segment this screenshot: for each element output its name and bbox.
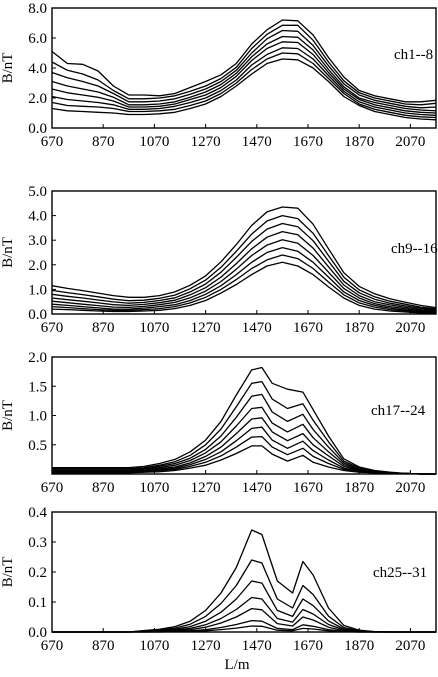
x-tick-label: 1470 xyxy=(242,480,272,496)
series-line-7 xyxy=(52,380,436,475)
x-tick-label: 1870 xyxy=(344,638,374,654)
y-tick-label: 0.2 xyxy=(28,565,47,581)
series-line-3 xyxy=(52,607,436,633)
x-tick-label: 870 xyxy=(92,134,115,150)
panel-label: ch9--16 xyxy=(391,241,438,257)
x-tick-label: 670 xyxy=(41,134,64,150)
x-tick-label: 1670 xyxy=(293,480,323,496)
x-tick-label: 2070 xyxy=(395,638,425,654)
panel-ch1-8: ch1--8 0.0 2.0 4.0 6.0 8.0 670 870 1070 1270 1470… xyxy=(0,1,437,150)
x-tick-label: 670 xyxy=(41,320,64,336)
x-tick-label: 1070 xyxy=(139,638,169,654)
y-tick-label: 0.0 xyxy=(28,307,47,323)
y-tick-label: 4.0 xyxy=(28,209,47,225)
x-tick-label: 870 xyxy=(92,480,115,496)
x-tick-label: 1870 xyxy=(344,134,374,150)
x-tick-label: 670 xyxy=(41,480,64,496)
y-tick-label: 3.0 xyxy=(28,233,47,249)
y-tick-label: 0.0 xyxy=(28,625,47,641)
panel-ch25-31: ch25--31 0.0 0.1 0.2 0.3 0.4 670 870 1070 1270 14… xyxy=(0,505,437,654)
series-line-1 xyxy=(51,58,437,121)
series-line-8 xyxy=(51,19,437,103)
panel-label: ch17--24 xyxy=(371,403,426,419)
x-tick-label: 1270 xyxy=(191,320,221,336)
y-tick-label: 0.0 xyxy=(28,121,47,137)
x-tick-label: 1670 xyxy=(293,638,323,654)
series-line-4 xyxy=(52,417,436,475)
x-tick-label: 1870 xyxy=(344,320,374,336)
x-tick-label: 1070 xyxy=(139,320,169,336)
panel-ch17-24: ch17--24 0.5 1.0 1.5 2.0 670 870 1070 1270 1470 1… xyxy=(0,350,437,496)
y-tick-label: 1.0 xyxy=(28,282,47,298)
x-tick-label: 670 xyxy=(41,638,64,654)
series-line-2 xyxy=(52,619,436,633)
series-line-2 xyxy=(51,52,437,119)
series-line-5 xyxy=(51,230,437,312)
series-line-1 xyxy=(51,261,437,314)
x-tick-label: 1470 xyxy=(242,320,272,336)
x-tick-label: 1270 xyxy=(191,638,221,654)
y-tick-label: 2.0 xyxy=(28,91,47,107)
x-tick-label: 2070 xyxy=(395,480,425,496)
x-tick-label: 1270 xyxy=(191,134,221,150)
y-tick-label: 4.0 xyxy=(28,61,47,77)
series-line-1 xyxy=(52,625,436,633)
y-tick-label: 0.5 xyxy=(28,438,47,454)
x-tick-label: 1670 xyxy=(293,320,323,336)
y-tick-label: 1.5 xyxy=(28,379,47,395)
series-line-3 xyxy=(51,246,437,313)
series-line-6 xyxy=(51,222,437,311)
plot-frame xyxy=(51,190,437,315)
x-tick-label: 2070 xyxy=(395,320,425,336)
x-tick-label: 1470 xyxy=(242,134,272,150)
y-tick-label: 0.1 xyxy=(28,595,47,611)
series-line-4 xyxy=(51,239,437,313)
y-tick-label: 5.0 xyxy=(28,184,47,200)
series-line-6 xyxy=(52,393,436,475)
y-tick-label: 8.0 xyxy=(28,1,47,17)
y-tick-label: 1.0 xyxy=(28,409,47,425)
x-tick-label: 2070 xyxy=(395,134,425,150)
x-tick-label: 1670 xyxy=(293,134,323,150)
panel-label: ch25--31 xyxy=(373,565,427,581)
series-line-4 xyxy=(51,41,437,114)
series-line-7 xyxy=(52,529,436,633)
x-tick-label: 1070 xyxy=(139,480,169,496)
x-tick-label: 1070 xyxy=(139,134,169,150)
series-line-7 xyxy=(51,24,437,106)
x-tick-label: 870 xyxy=(92,638,115,654)
y-axis-label: B/nT xyxy=(0,400,16,431)
panel-ch9-16: ch9--16 0.0 1.0 2.0 3.0 4.0 5.0 670 870 1070 1270… xyxy=(0,184,438,336)
series-line-7 xyxy=(51,214,437,310)
x-axis-label: L/m xyxy=(225,657,250,673)
panel-label: ch1--8 xyxy=(394,47,433,63)
series-line-8 xyxy=(52,366,436,475)
y-axis-label: B/nT xyxy=(0,53,16,84)
y-tick-label: 2.0 xyxy=(28,350,47,366)
series-line-5 xyxy=(51,35,437,112)
series-line-5 xyxy=(52,580,436,633)
y-axis-label: B/nT xyxy=(0,237,16,268)
x-tick-label: 1270 xyxy=(191,480,221,496)
series-line-2 xyxy=(51,254,437,314)
y-tick-label: 0.4 xyxy=(28,505,47,521)
y-tick-label: 2.0 xyxy=(28,258,47,274)
series-line-8 xyxy=(51,206,437,309)
series-line-6 xyxy=(51,29,437,109)
y-tick-label: 0.3 xyxy=(28,535,47,551)
x-tick-label: 870 xyxy=(92,320,115,336)
x-tick-label: 1470 xyxy=(242,638,272,654)
y-tick-label: 6.0 xyxy=(28,31,47,47)
y-axis-label: B/nT xyxy=(0,557,16,588)
x-tick-label: 1870 xyxy=(344,480,374,496)
series-line-3 xyxy=(51,47,437,116)
